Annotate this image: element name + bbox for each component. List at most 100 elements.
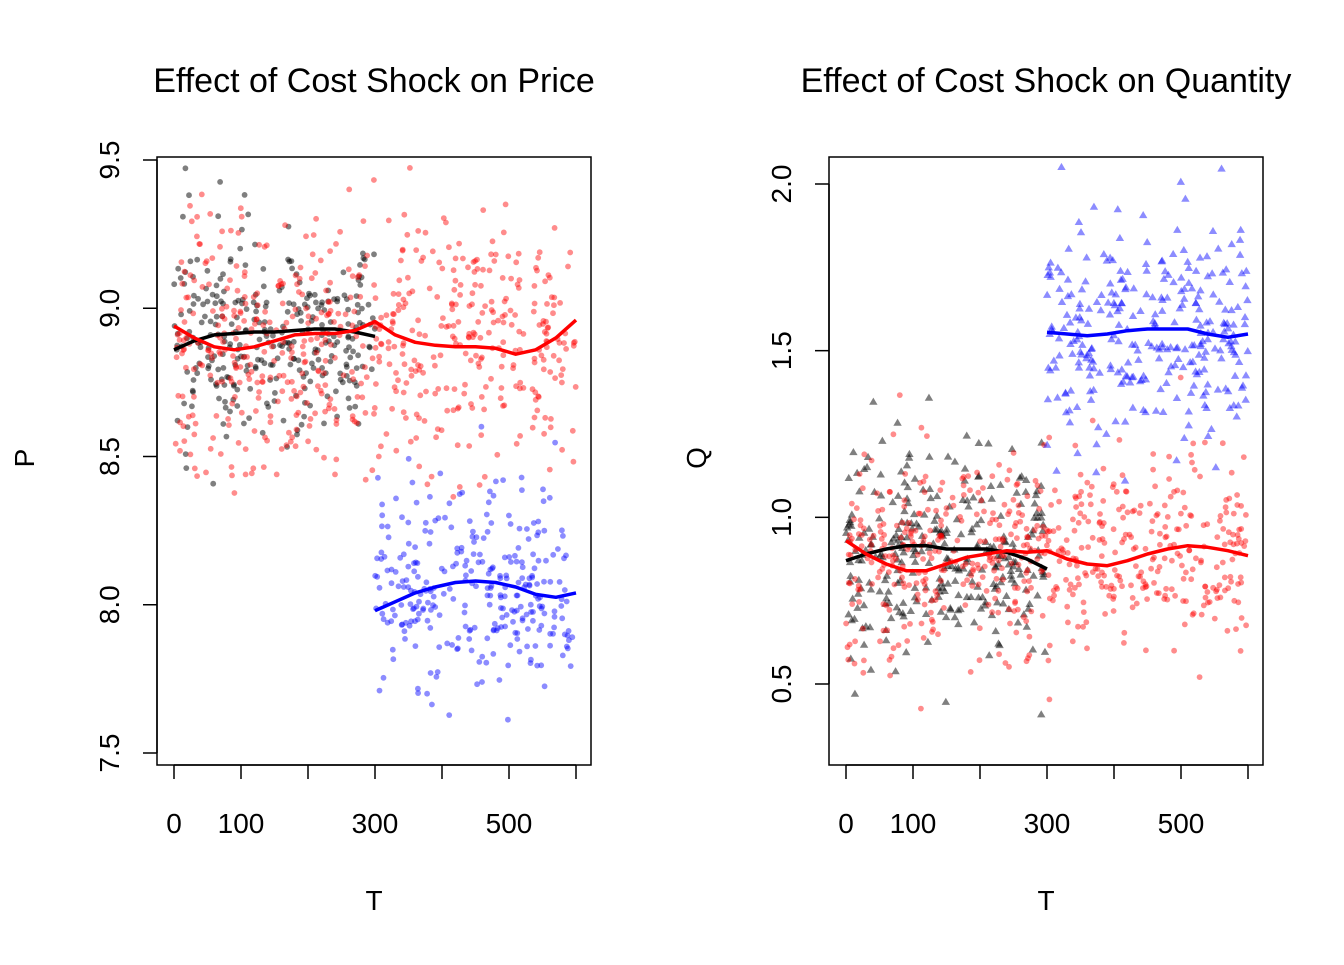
data-point (918, 705, 924, 712)
data-point (1089, 202, 1099, 210)
data-point (1072, 335, 1082, 343)
data-point (1198, 611, 1205, 618)
data-point (409, 327, 416, 334)
data-point (222, 404, 229, 411)
data-point (234, 314, 240, 321)
data-point (1157, 256, 1167, 264)
data-point (191, 465, 198, 472)
data-point (912, 597, 921, 605)
data-point (288, 355, 294, 361)
data-point (878, 436, 887, 444)
data-point (209, 357, 215, 364)
data-point (1100, 465, 1107, 472)
data-point (400, 304, 407, 311)
data-point (1227, 305, 1236, 314)
data-point (1169, 277, 1178, 286)
data-point (853, 505, 860, 511)
data-point (1032, 487, 1042, 495)
data-point (183, 364, 189, 371)
data-point (296, 275, 303, 282)
data-point (450, 322, 457, 329)
data-point (508, 275, 514, 282)
data-point (981, 563, 988, 570)
data-point (351, 379, 358, 386)
data-point (538, 352, 545, 359)
data-point (411, 357, 418, 364)
data-point (528, 656, 534, 663)
data-point (867, 540, 876, 548)
data-point (945, 502, 954, 510)
data-point (466, 518, 473, 524)
data-point (389, 646, 396, 653)
data-point (1186, 547, 1193, 554)
data-point (231, 307, 237, 314)
data-point (1061, 388, 1070, 396)
data-point (310, 232, 317, 238)
data-point (426, 285, 433, 292)
data-point (398, 602, 405, 608)
data-point (187, 258, 194, 265)
data-point (886, 553, 893, 560)
data-point (210, 480, 217, 487)
data-point (441, 568, 448, 575)
data-point (1045, 537, 1052, 544)
data-point (1149, 518, 1156, 524)
data-point (485, 499, 492, 506)
data-point (1015, 606, 1021, 613)
data-point (938, 517, 944, 524)
data-point (207, 372, 214, 379)
data-point (886, 569, 892, 575)
data-point (924, 393, 934, 401)
data-point (1135, 573, 1142, 580)
data-point (1153, 512, 1160, 519)
data-point (236, 379, 243, 386)
data-point (1069, 336, 1078, 344)
data-point (891, 581, 898, 588)
data-point (899, 548, 908, 556)
data-point (267, 374, 274, 381)
data-point (561, 555, 567, 562)
data-point (440, 315, 446, 321)
data-point (1164, 270, 1173, 278)
data-point (951, 564, 960, 572)
data-point (317, 257, 324, 264)
data-point (1056, 558, 1063, 565)
data-point (907, 524, 917, 532)
data-point (390, 311, 396, 317)
data-point (523, 611, 530, 618)
data-point (322, 408, 328, 415)
data-point (922, 576, 929, 582)
data-point (454, 549, 461, 556)
data-point (1116, 437, 1123, 443)
x-axis-label: T (1037, 885, 1054, 916)
data-point (864, 524, 874, 532)
data-point (255, 395, 262, 401)
y-tick-label: 9.5 (94, 141, 125, 180)
data-point (897, 467, 906, 475)
data-point (893, 491, 903, 499)
data-point (1000, 538, 1006, 544)
data-point (233, 263, 240, 269)
data-point (395, 291, 402, 297)
data-point (921, 533, 928, 540)
data-point (371, 177, 377, 183)
data-point (1172, 456, 1181, 464)
data-point (322, 357, 329, 364)
data-point (1156, 564, 1163, 570)
data-point (1184, 278, 1194, 286)
data-point (954, 590, 963, 599)
data-point (270, 343, 277, 350)
data-point (1219, 318, 1228, 326)
data-point (960, 482, 967, 489)
data-point (1136, 306, 1145, 315)
data-point (466, 627, 473, 634)
data-point (1121, 640, 1127, 646)
data-point (1021, 487, 1030, 495)
data-point (958, 517, 965, 524)
y-tick-label: 2.0 (766, 165, 797, 204)
data-point (561, 631, 568, 638)
data-point (903, 498, 913, 507)
data-point (506, 554, 513, 560)
data-point (444, 407, 451, 414)
data-point (1023, 532, 1033, 540)
